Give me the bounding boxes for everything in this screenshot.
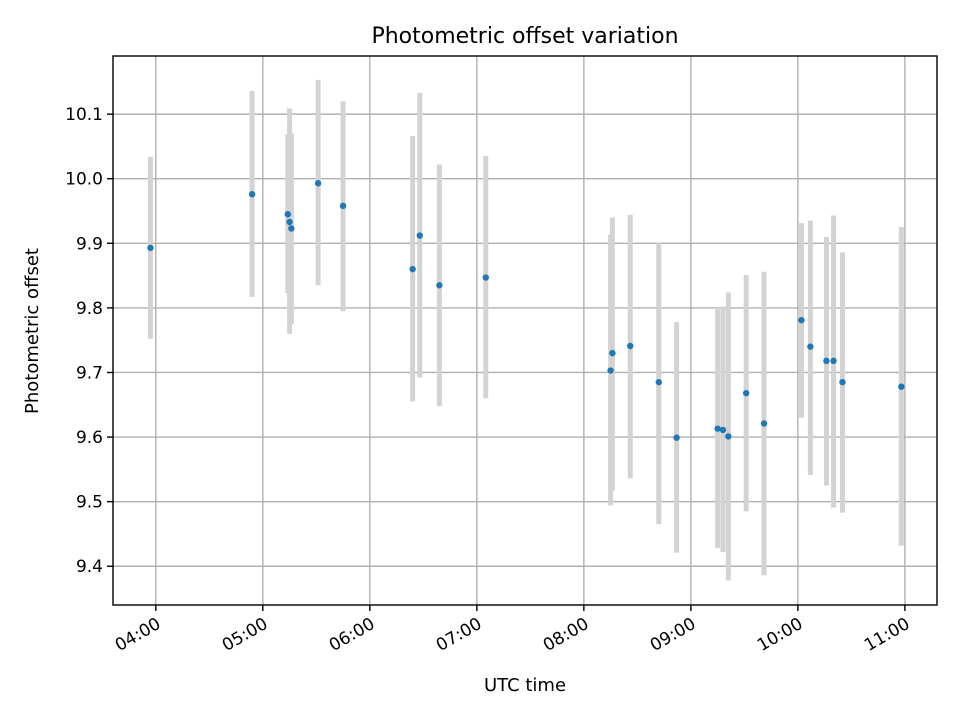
data-point <box>655 378 662 386</box>
x-tick-label: 07:00 <box>433 614 485 656</box>
grid-lines <box>113 56 937 605</box>
y-axis-label: Photometric offset <box>22 248 43 414</box>
y-tick-label: 10.1 <box>65 105 103 125</box>
x-tick-label: 08:00 <box>540 614 592 656</box>
data-point <box>339 202 347 210</box>
y-tick-label: 9.6 <box>76 428 103 448</box>
x-tick-label: 10:00 <box>754 614 806 656</box>
data-point <box>286 218 293 226</box>
data-point <box>673 434 680 441</box>
data-point <box>609 349 616 357</box>
x-tick-label: 04:00 <box>112 614 164 656</box>
x-axis-label: UTC time <box>484 675 566 696</box>
y-tick-label: 9.4 <box>76 557 103 577</box>
data-point <box>839 378 846 386</box>
x-tick-label: 11:00 <box>861 614 913 656</box>
x-tick-label: 05:00 <box>219 614 271 656</box>
data-point <box>725 433 732 440</box>
data-point <box>436 282 443 289</box>
y-tick-label: 9.7 <box>76 363 103 383</box>
data-point <box>288 225 295 232</box>
y-tick-label: 9.9 <box>76 234 103 254</box>
data-points <box>147 180 905 441</box>
data-point <box>830 357 837 365</box>
data-point <box>714 425 721 432</box>
data-point <box>607 367 614 374</box>
data-point <box>314 180 322 187</box>
data-point <box>742 389 750 397</box>
data-point <box>807 343 814 350</box>
data-point <box>147 244 154 252</box>
data-point <box>482 274 489 281</box>
plot-frame <box>112 55 938 606</box>
x-tick-label: 06:00 <box>326 614 378 656</box>
data-point <box>416 232 423 239</box>
data-point <box>898 383 905 390</box>
data-point <box>627 342 634 350</box>
y-tick-label: 10.0 <box>65 170 103 190</box>
data-point <box>798 316 805 324</box>
data-point <box>719 426 727 434</box>
y-tick-label: 9.8 <box>76 299 103 319</box>
chart-title: Photometric offset variation <box>371 24 678 49</box>
y-tick-label: 9.5 <box>76 493 103 513</box>
data-point <box>284 211 291 218</box>
x-tick-label: 09:00 <box>647 614 699 656</box>
data-point <box>248 191 256 198</box>
data-point <box>409 265 416 273</box>
data-point <box>823 357 830 365</box>
data-point <box>760 420 768 427</box>
